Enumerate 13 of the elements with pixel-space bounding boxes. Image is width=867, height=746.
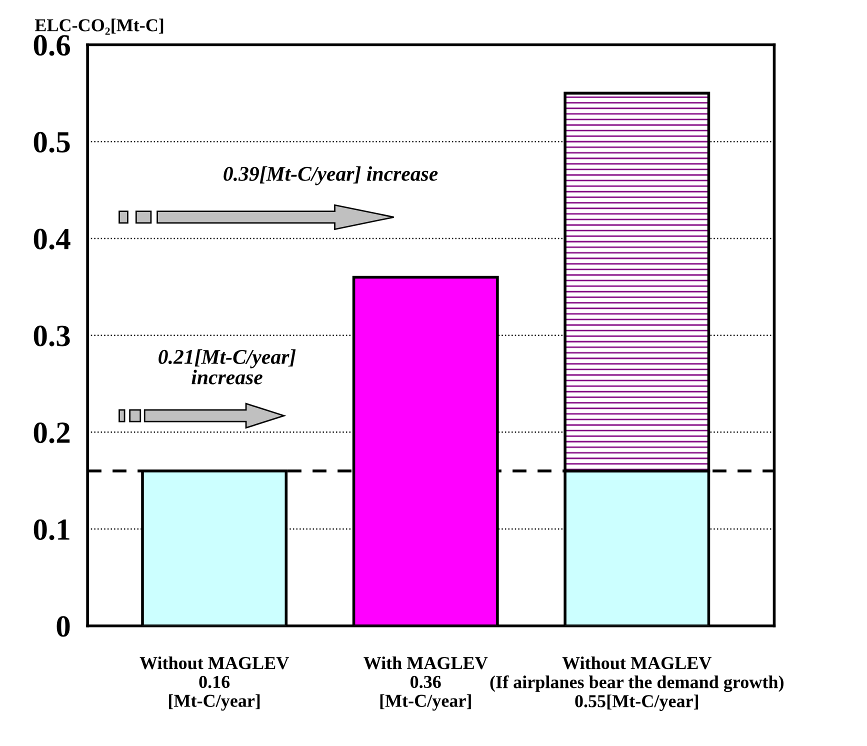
y-tick-label: 0.3 — [34, 326, 70, 346]
x-tick-label: With MAGLEV 0.36 [Mt-C/year] — [364, 656, 488, 711]
annotation: 0.21[Mt-C/year] increase — [158, 349, 296, 384]
annotation: 0.39[Mt-C/year] increase — [224, 166, 438, 186]
y-tick-label: 0.1 — [34, 519, 70, 540]
x-tick-label: Without MAGLEV 0.16 [Mt-C/year] — [140, 656, 289, 711]
y-tick-label: 0.4 — [34, 228, 70, 250]
y-tick-label: 0 — [56, 616, 70, 637]
y-tick-label: 0.6 — [34, 35, 70, 56]
y-tick-label: 0.5 — [34, 132, 70, 153]
x-tick-label: Without MAGLEV (If airplanes bear the demand growth) 0.55[Mt-C/year] — [490, 656, 784, 711]
y-axis-title: ELC-CO₂[Mt-C] — [34, 18, 164, 35]
y-tick-label: 0.2 — [34, 422, 70, 444]
